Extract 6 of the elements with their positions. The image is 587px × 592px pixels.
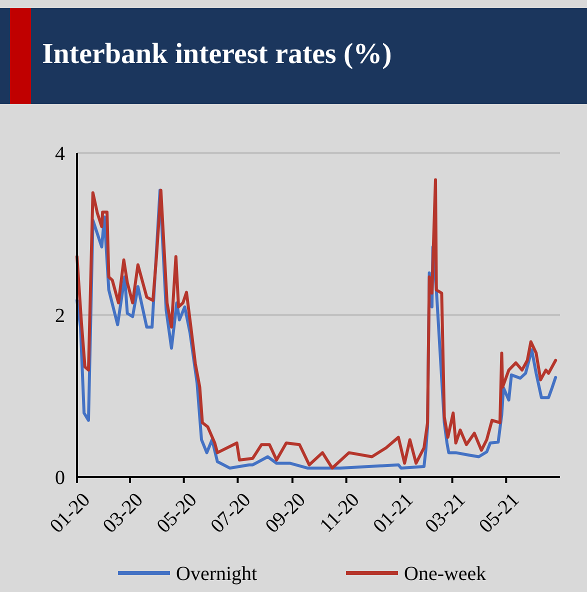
chart-title: Interbank interest rates (%) <box>42 38 392 70</box>
y-tick-label: 0 <box>55 467 65 489</box>
y-tick-label: 2 <box>55 305 65 327</box>
legend-label: Overnight <box>176 563 258 585</box>
legend-label: One-week <box>404 563 486 585</box>
y-tick-label: 4 <box>55 143 65 165</box>
